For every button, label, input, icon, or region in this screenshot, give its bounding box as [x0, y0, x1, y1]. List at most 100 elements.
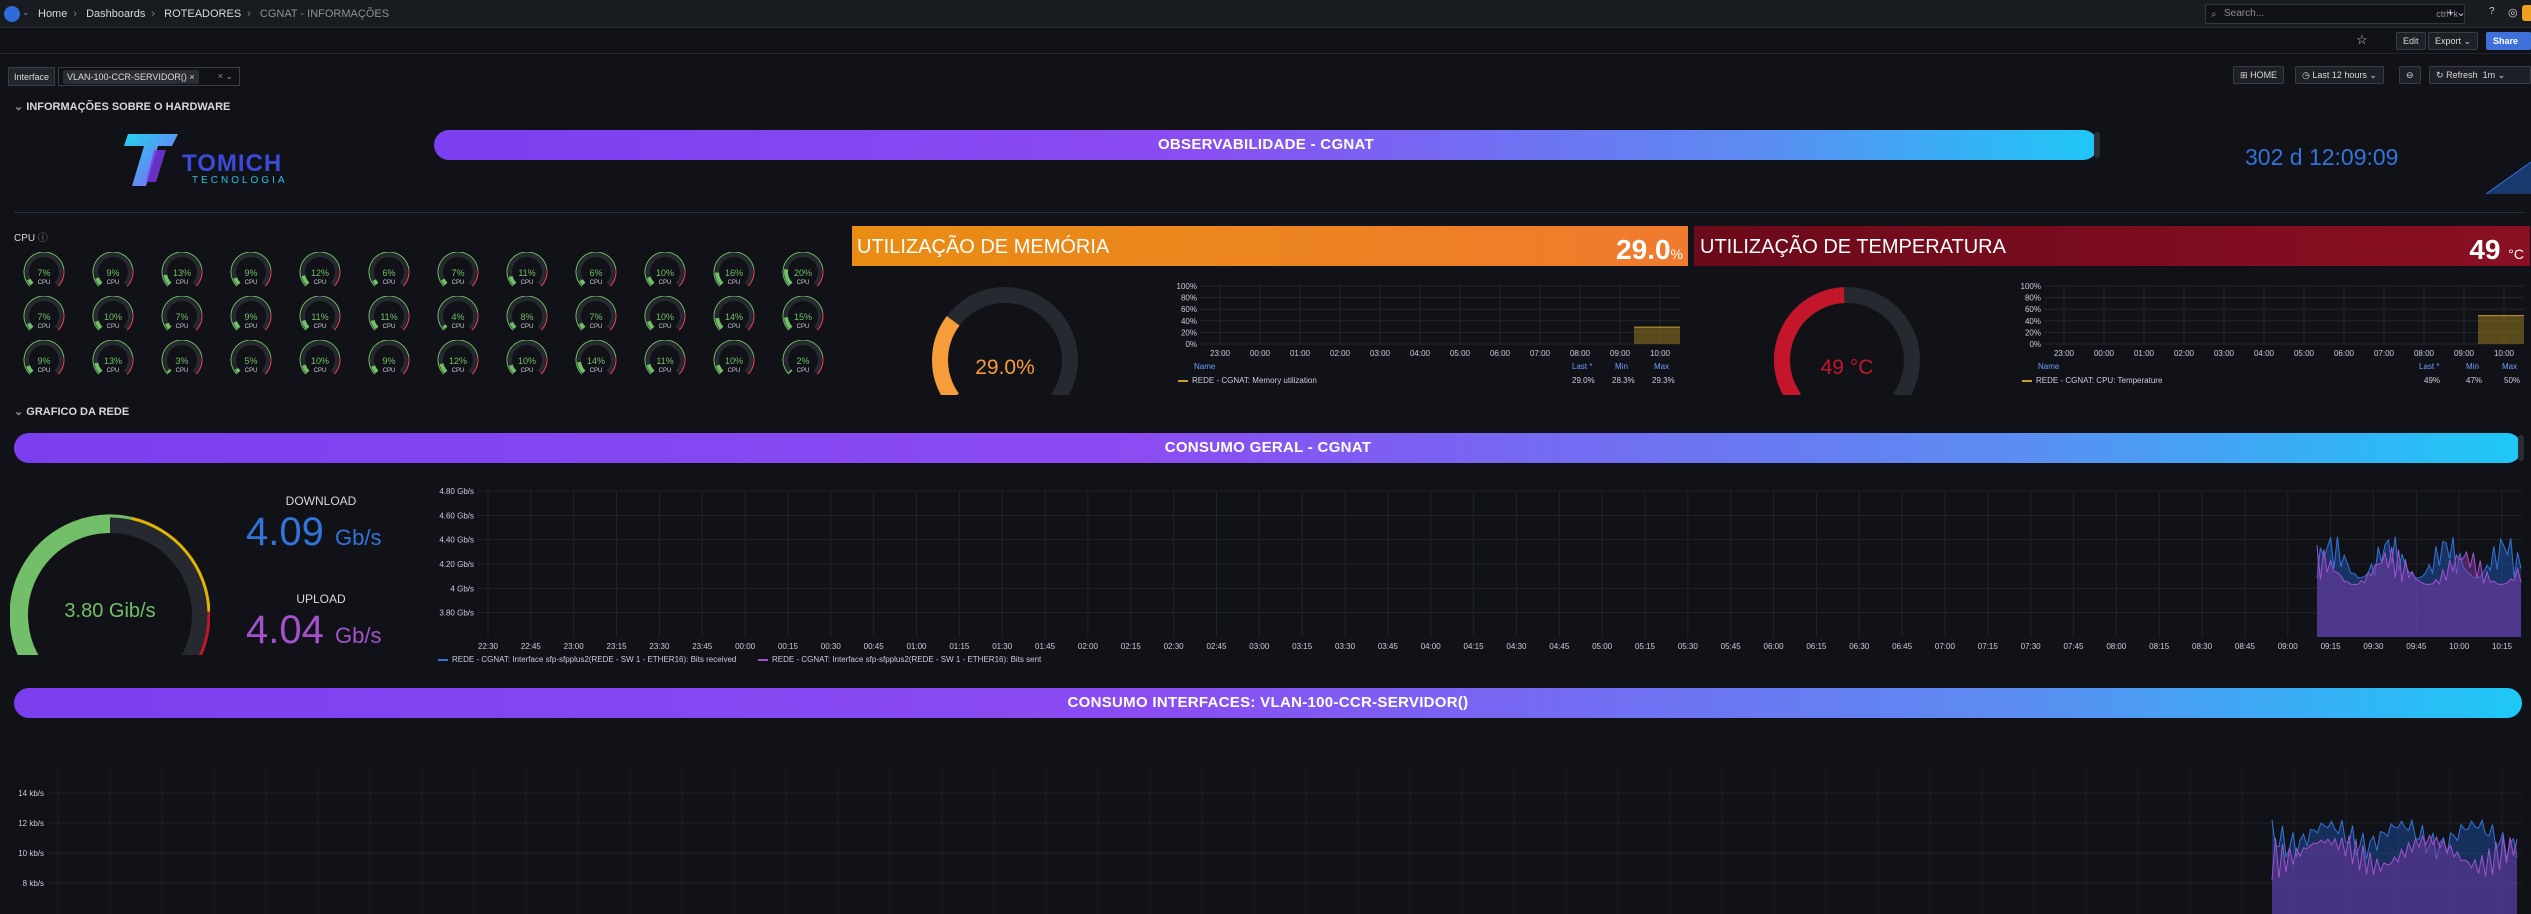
axis-tick-label: 23:15	[607, 642, 628, 651]
cpu-gauge-value: 6%	[589, 268, 603, 278]
cpu-gauge: 5% CPU	[229, 340, 273, 380]
variable-select[interactable]: VLAN-100-CCR-SERVIDOR() × × ⌄	[58, 67, 240, 86]
cpu-gauge: 11% CPU	[298, 296, 342, 336]
cpu-gauge-label: CPU	[37, 324, 51, 330]
breadcrumb-folder[interactable]: ROTEADORES	[164, 8, 242, 20]
axis-tick-label: 60%	[2025, 305, 2041, 314]
zoom-out-button[interactable]: ⊖	[2399, 66, 2421, 84]
clear-chevron-icon[interactable]: × ⌄	[217, 71, 233, 81]
news-icon[interactable]: ◎	[2508, 7, 2518, 19]
cpu-gauge-label: CPU	[106, 368, 120, 374]
axis-tick-label: 0%	[1185, 340, 1197, 349]
variable-label: Interface	[8, 67, 56, 86]
add-button[interactable]: + ⌄	[2447, 7, 2466, 19]
home-button[interactable]: ⊞ HOME	[2233, 66, 2285, 84]
grafana-logo-icon[interactable]	[4, 6, 20, 22]
sent-series-line	[2271, 834, 2518, 881]
star-icon[interactable]: ☆	[2356, 32, 2368, 47]
temperature-title: UTILIZAÇÃO DE TEMPERATURA	[1700, 236, 2006, 258]
cpu-gauge-value: 7%	[451, 268, 465, 278]
panel-resize-handle[interactable]	[2094, 132, 2100, 158]
axis-tick-label: 4.60 Gb/s	[439, 511, 474, 520]
axis-tick-label: 09:00	[2278, 642, 2299, 651]
axis-tick-label: 03:15	[1292, 642, 1313, 651]
cpu-gauge-label: CPU	[796, 324, 810, 330]
search-shortcut: ctrl+k	[2436, 9, 2458, 19]
axis-tick-label: 60%	[1181, 305, 1197, 314]
cpu-gauge-value: 14%	[586, 356, 605, 366]
axis-tick-label: 07:15	[1978, 642, 1999, 651]
axis-tick-label: 100%	[2021, 282, 2041, 291]
cpu-gauge-label: CPU	[382, 368, 396, 374]
remove-chip-icon[interactable]: ×	[189, 72, 195, 82]
axis-tick-label: 14 kb/s	[18, 789, 44, 798]
avatar[interactable]	[2522, 5, 2531, 21]
axis-tick-label: 23:00	[2054, 349, 2075, 358]
axis-tick-label: 40%	[1181, 317, 1197, 326]
export-button[interactable]: Export ⌄	[2428, 32, 2479, 50]
cpu-gauge-value: 10%	[310, 356, 329, 366]
memory-title: UTILIZAÇÃO DE MEMÓRIA	[857, 236, 1110, 258]
legend-series[interactable]: REDE - CGNAT: CPU: Temperature	[2022, 376, 2162, 385]
cpu-gauge-value: 5%	[244, 356, 258, 366]
axis-tick-label: 10 kb/s	[18, 849, 44, 858]
axis-tick-label: 03:30	[1335, 642, 1356, 651]
help-icon[interactable]: ?	[2489, 6, 2495, 17]
axis-tick-label: 04:00	[1421, 642, 1442, 651]
search-input[interactable]: ⌕ Search... ctrl+k	[2205, 4, 2465, 24]
received-series-line	[2316, 536, 2522, 579]
chevron-down-icon: ⌄	[14, 101, 24, 113]
axis-tick-label: 03:00	[2214, 349, 2235, 358]
cpu-gauge: 6% CPU	[367, 252, 411, 292]
cpu-gauge-value: 15%	[793, 312, 812, 322]
memory-timeseries: 100% 80% 60% 40% 20% 0% 23:00 00:00 01:00 02:00 03…	[1177, 282, 1680, 358]
cpu-gauge: 6% CPU	[574, 252, 618, 292]
legend-received[interactable]: REDE - CGNAT: Interface sfp-sfpplus2(RED…	[438, 655, 736, 664]
row-hardware[interactable]: ⌄ INFORMAÇÕES SOBRE O HARDWARE	[14, 101, 231, 113]
cpu-gauge: 20% CPU	[781, 252, 825, 292]
cpu-gauge-label: CPU	[796, 280, 810, 286]
legend-max: 50%	[2504, 376, 2521, 385]
cpu-gauge-value: 9%	[106, 268, 120, 278]
memory-value: 29.0%	[1616, 234, 1683, 265]
cpu-gauge-label: CPU	[313, 324, 327, 330]
cpu-gauge: 13% CPU	[91, 340, 135, 380]
axis-tick-label: 06:45	[1892, 642, 1913, 651]
cpu-gauge-label: CPU	[313, 280, 327, 286]
cpu-gauge-value: 7%	[37, 268, 51, 278]
axis-tick-label: 03:00	[1249, 642, 1270, 651]
axis-tick-label: 03:00	[1370, 349, 1391, 358]
time-range-picker[interactable]: ◷ Last 12 hours ⌄	[2295, 66, 2384, 84]
breadcrumb-dashboards[interactable]: Dashboards	[86, 8, 146, 20]
refresh-interval: 1m	[2482, 70, 2496, 80]
axis-tick-label: 23:00	[1210, 349, 1231, 358]
chevron-down-icon[interactable]: ⌄	[22, 7, 30, 17]
sent-series-area	[2317, 545, 2521, 637]
breadcrumb-home[interactable]: Home	[38, 8, 68, 20]
edit-button[interactable]: Edit	[2396, 32, 2426, 50]
threshold-arc	[10, 514, 132, 655]
clock-icon: ◷	[2302, 70, 2310, 80]
axis-tick-label: 01:00	[906, 642, 927, 651]
download-value: 4.09 Gb/s	[246, 510, 382, 554]
legend-sent[interactable]: REDE - CGNAT: Interface sfp-sfpplus2(RED…	[758, 655, 1041, 664]
axis-tick-label: 0%	[2029, 340, 2041, 349]
cpu-gauge-label: CPU	[589, 324, 603, 330]
legend-series[interactable]: REDE - CGNAT: Memory utilization	[1178, 376, 1317, 385]
temperature-gauge	[1774, 287, 1920, 395]
panel-resize-handle[interactable]	[2518, 435, 2524, 461]
info-icon: ⓘ	[37, 233, 48, 244]
cpu-gauge-label: CPU	[244, 280, 258, 286]
cpu-gauge-label: CPU	[451, 368, 465, 374]
refresh-button[interactable]: ↻ Refresh 1m ⌄	[2429, 66, 2531, 84]
row-network[interactable]: ⌄ GRAFICO DA REDE	[14, 406, 130, 418]
cpu-gauge: 7% CPU	[22, 296, 66, 336]
variable-chip: VLAN-100-CCR-SERVIDOR() ×	[63, 70, 199, 84]
axis-tick-label: 04:00	[2254, 349, 2275, 358]
axis-tick-label: 10:00	[2494, 349, 2515, 358]
axis-tick-label: 06:00	[1764, 642, 1785, 651]
banner-interfaces: CONSUMO INTERFACES: VLAN-100-CCR-SERVIDO…	[14, 688, 2522, 718]
threshold-arc	[198, 611, 210, 655]
cpu-gauge: 12% CPU	[298, 252, 342, 292]
share-button[interactable]: Share	[2486, 32, 2531, 50]
